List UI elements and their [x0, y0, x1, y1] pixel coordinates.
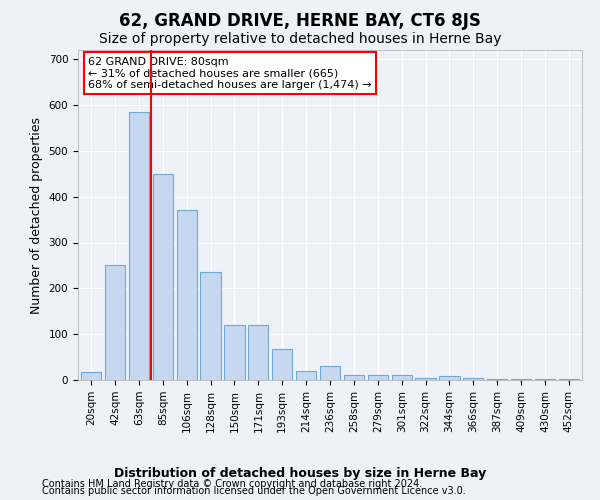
Bar	[511, 379, 531, 380]
Text: 62 GRAND DRIVE: 80sqm
← 31% of detached houses are smaller (665)
68% of semi-det: 62 GRAND DRIVE: 80sqm ← 31% of detached …	[88, 56, 372, 90]
Bar	[105, 266, 125, 380]
Bar	[272, 349, 292, 380]
Bar	[129, 112, 149, 380]
Bar	[463, 378, 484, 380]
Bar	[535, 379, 555, 380]
Text: 62, GRAND DRIVE, HERNE BAY, CT6 8JS: 62, GRAND DRIVE, HERNE BAY, CT6 8JS	[119, 12, 481, 30]
Bar	[439, 376, 460, 380]
Text: Contains HM Land Registry data © Crown copyright and database right 2024.: Contains HM Land Registry data © Crown c…	[42, 479, 422, 489]
Bar	[176, 210, 197, 380]
Bar	[296, 371, 316, 380]
Bar	[344, 374, 364, 380]
Bar	[368, 375, 388, 380]
Y-axis label: Number of detached properties: Number of detached properties	[30, 116, 43, 314]
Bar	[392, 376, 412, 380]
Text: Size of property relative to detached houses in Herne Bay: Size of property relative to detached ho…	[99, 32, 501, 46]
Bar	[200, 272, 221, 380]
Bar	[415, 378, 436, 380]
Bar	[152, 174, 173, 380]
Bar	[487, 379, 508, 380]
Bar	[559, 379, 579, 380]
Bar	[81, 372, 101, 380]
Text: Distribution of detached houses by size in Herne Bay: Distribution of detached houses by size …	[114, 468, 486, 480]
Text: Contains public sector information licensed under the Open Government Licence v3: Contains public sector information licen…	[42, 486, 466, 496]
Bar	[320, 366, 340, 380]
Bar	[224, 325, 245, 380]
Bar	[248, 325, 268, 380]
